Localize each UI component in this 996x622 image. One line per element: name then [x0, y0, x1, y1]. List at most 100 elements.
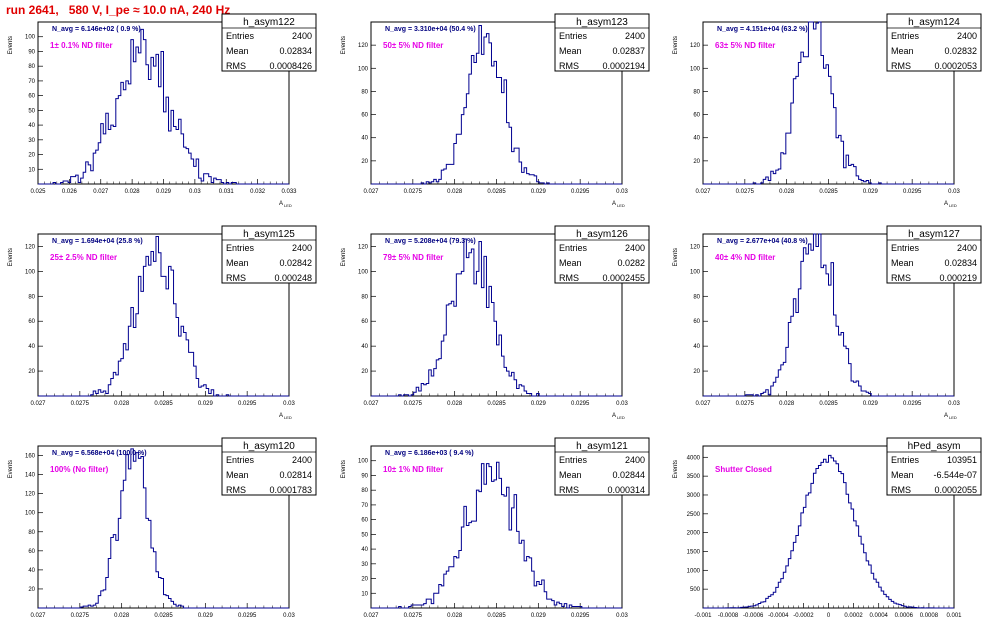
y-axis-label: Events — [341, 460, 347, 478]
y-tick-label: 1000 — [687, 568, 701, 574]
y-tick-label: 20 — [28, 369, 35, 375]
y-tick-label: 3000 — [687, 493, 701, 499]
navg-label: N_avg = 1.694e+04 (25.8 %) — [52, 238, 143, 245]
histogram-panel-h_asym124: Events 20 40 60 80 100 120 0.027 0.0275 0.028 0.02… — [673, 13, 982, 208]
filter-annotation: 63± 5% ND filter — [715, 41, 775, 50]
y-tick-label: 40 — [361, 344, 368, 350]
x-tick-label: 0.028 — [447, 189, 463, 195]
stats-value: 0.0008426 — [269, 61, 312, 71]
histogram-series — [38, 448, 289, 609]
stats-value: 0.0282 — [617, 258, 645, 268]
x-tick-label: 0.0002 — [844, 613, 863, 619]
histogram-panel-h_asym122: Events 10 20 30 40 50 60 70 80 90 100 0.025 0.026 0.0… — [8, 13, 317, 208]
histogram-panel-hPed_asym: Events 500 1000 1500 2000 2500 3000 3500 4000 -0.… — [673, 437, 982, 619]
y-tick-label: 100 — [358, 66, 369, 72]
stats-value: 0.02844 — [612, 470, 645, 480]
x-tick-label: 0.0295 — [903, 189, 922, 195]
x-axis-label: ALED — [944, 413, 957, 420]
stats-key: Mean — [559, 46, 582, 56]
y-axis-label: Events — [8, 36, 14, 54]
y-tick-label: 100 — [690, 66, 701, 72]
stats-value: 0.02832 — [944, 46, 977, 56]
histogram-series — [371, 238, 622, 397]
x-tick-label: 0.03 — [616, 189, 628, 195]
y-tick-label: 100 — [358, 269, 369, 275]
x-tick-label: 0.0275 — [404, 613, 423, 619]
x-tick-label: 0.028 — [779, 401, 795, 407]
x-tick-label: 0.001 — [946, 613, 962, 619]
stats-key: RMS — [891, 273, 911, 283]
x-tick-label: -0.0008 — [718, 613, 739, 619]
stats-value: 2400 — [625, 455, 645, 465]
y-tick-label: 120 — [25, 492, 36, 498]
stats-key: Entries — [226, 31, 255, 41]
histogram-series — [703, 21, 954, 185]
y-tick-label: 100 — [358, 459, 369, 465]
x-tick-label: 0.0285 — [819, 189, 838, 195]
stats-value: 2400 — [292, 31, 312, 41]
histogram-panel-h_asym121: Events 10 20 30 40 50 60 70 80 90 100 0.027 0.0275 0.… — [341, 437, 650, 619]
y-tick-label: 100 — [25, 35, 36, 41]
x-tick-label: 0.0285 — [154, 401, 173, 407]
histogram-name: h_asym125 — [243, 229, 295, 240]
y-tick-label: 40 — [28, 123, 35, 129]
y-tick-label: 40 — [28, 344, 35, 350]
histogram-series — [371, 24, 622, 185]
stats-key: Entries — [891, 31, 920, 41]
x-tick-label: -0.0004 — [768, 613, 789, 619]
y-tick-label: 10 — [361, 591, 368, 597]
y-tick-label: 90 — [28, 49, 35, 55]
navg-label: N_avg = 2.677e+04 (40.8 %) — [717, 238, 808, 245]
y-tick-label: 60 — [28, 94, 35, 100]
stats-key: Mean — [226, 46, 249, 56]
y-tick-label: 120 — [358, 244, 369, 250]
stats-box — [221, 225, 317, 284]
y-tick-label: 20 — [693, 369, 700, 375]
stats-value: -6.544e-07 — [933, 470, 977, 480]
stats-box — [886, 437, 982, 496]
y-tick-label: 20 — [28, 587, 35, 593]
stats-key: Mean — [891, 470, 914, 480]
x-tick-label: 0.0285 — [487, 189, 506, 195]
y-axis-label: Events — [673, 36, 679, 54]
y-tick-label: 100 — [690, 269, 701, 275]
y-tick-label: 30 — [28, 138, 35, 144]
stats-key: Entries — [559, 243, 588, 253]
y-tick-label: 90 — [361, 473, 368, 479]
y-axis-label: Events — [8, 248, 14, 266]
stats-key: Mean — [559, 470, 582, 480]
stats-value: 0.000314 — [607, 485, 645, 495]
x-tick-label: 0.027 — [30, 613, 46, 619]
y-tick-label: 80 — [28, 64, 35, 70]
navg-label: N_avg = 5.208e+04 (79.3 %) — [385, 238, 476, 245]
y-tick-label: 60 — [28, 549, 35, 555]
x-tick-label: 0.0275 — [736, 189, 755, 195]
histogram-name: h_asym120 — [243, 441, 295, 452]
stats-box — [886, 225, 982, 284]
x-tick-label: 0.027 — [30, 401, 46, 407]
stats-value: 2400 — [292, 243, 312, 253]
x-tick-label: 0.0295 — [571, 613, 590, 619]
histogram-series — [38, 235, 289, 397]
x-tick-label: 0.0275 — [71, 401, 90, 407]
x-tick-label: 0.028 — [114, 401, 130, 407]
y-tick-label: 80 — [693, 89, 700, 95]
navg-label: N_avg = 6.146e+02 ( 0.9 %) — [52, 26, 141, 33]
stats-key: Mean — [226, 258, 249, 268]
x-tick-label: 0.0004 — [870, 613, 889, 619]
filter-annotation: 40± 4% ND filter — [715, 253, 775, 262]
x-tick-label: 0.03 — [616, 401, 628, 407]
stats-key: Mean — [559, 258, 582, 268]
x-tick-label: 0.029 — [531, 401, 547, 407]
y-tick-label: 120 — [358, 43, 369, 49]
stats-value: 2400 — [625, 31, 645, 41]
y-tick-label: 4000 — [687, 455, 701, 461]
filter-annotation: 100% (No filter) — [50, 465, 109, 474]
histogram-name: h_asym127 — [908, 229, 960, 240]
x-tick-label: 0.032 — [250, 189, 266, 195]
y-tick-label: 80 — [28, 530, 35, 536]
x-tick-label: 0.028 — [125, 189, 141, 195]
x-axis-label: ALED — [279, 201, 292, 208]
y-tick-label: 140 — [25, 473, 36, 479]
